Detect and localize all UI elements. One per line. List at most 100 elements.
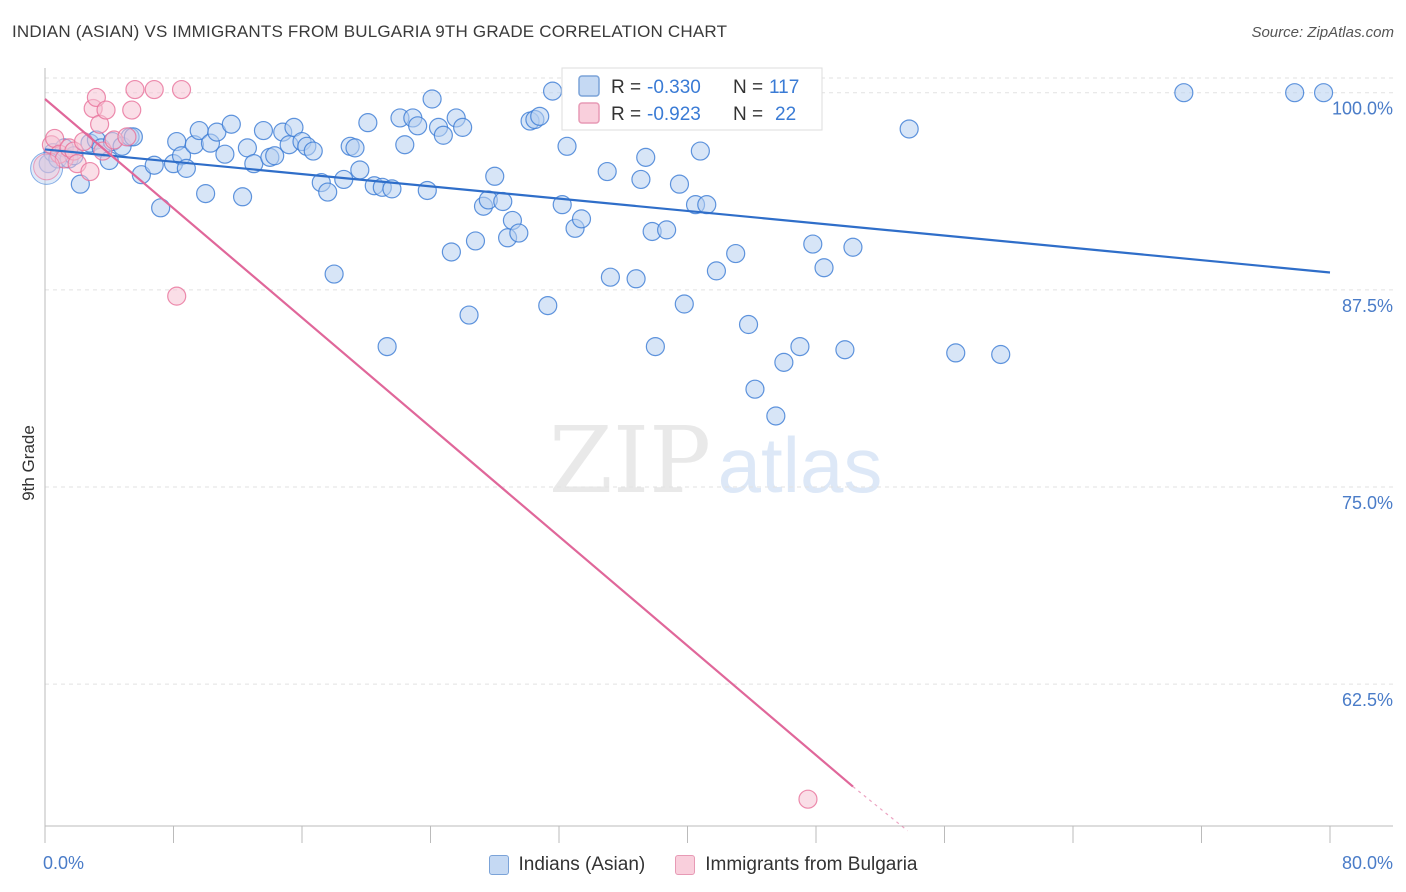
legend-item-bulgaria-swatch: [675, 855, 696, 875]
indians-point: [835, 340, 855, 360]
bulgaria-point: [144, 79, 164, 100]
indians-point: [803, 234, 823, 254]
indians-point: [706, 261, 727, 281]
indians-point: [459, 305, 479, 325]
bulgaria-point: [171, 79, 192, 100]
y-axis-label: 9th Grade: [19, 425, 38, 501]
legend-box: R = -0.330 N = 117 R = -0.923 N = 22: [561, 67, 823, 131]
source-label: Source: ZipAtlas.com: [1251, 24, 1394, 41]
bulgaria-trend-line: [44, 98, 854, 788]
legend-r-label-2: R =: [611, 104, 641, 125]
series-immigrants-bulgaria: [33, 79, 818, 809]
indians-point: [557, 136, 577, 156]
legend-item-bulgaria: Immigrants from Bulgaria: [675, 854, 917, 876]
indians-point: [382, 179, 402, 199]
indians-point: [441, 242, 461, 262]
indians-point: [726, 243, 746, 264]
indians-point: [215, 144, 235, 164]
indians-point: [843, 237, 863, 257]
watermark: ZIP atlas: [549, 407, 882, 514]
legend-item-indians-label: Indians (Asian): [518, 854, 646, 875]
indians-point: [697, 195, 717, 215]
legend-item-bulgaria-label: Immigrants from Bulgaria: [705, 854, 918, 875]
indians-point: [814, 258, 834, 278]
indians-point: [324, 264, 344, 284]
indians-point: [493, 191, 513, 212]
bulgaria-point: [86, 87, 107, 108]
indians-point: [774, 352, 794, 372]
indians-point: [991, 344, 1011, 365]
indians-point: [530, 106, 550, 126]
legend-r-value-1: -0.330: [647, 77, 701, 98]
indians-point: [265, 146, 285, 166]
indians-point: [657, 220, 677, 240]
indians-point: [453, 117, 473, 137]
bulgaria-point: [117, 127, 137, 147]
legend-r-value-2: -0.923: [647, 104, 701, 125]
indians-point: [745, 379, 765, 399]
legend-n-label-2: N =: [733, 104, 763, 125]
series-indians-asian: [30, 81, 1334, 426]
indians-point: [408, 116, 428, 136]
indians-point: [631, 169, 651, 190]
indians-point: [766, 406, 786, 426]
indians-point: [422, 89, 442, 109]
indians-point: [221, 114, 241, 134]
indians-point: [303, 141, 323, 161]
indians-point: [542, 81, 563, 101]
indians-point: [538, 295, 558, 316]
indians-point: [377, 336, 397, 357]
indians-point: [790, 336, 810, 357]
bulgaria-point: [73, 131, 94, 152]
indians-point: [1285, 83, 1305, 103]
indians-point: [669, 174, 690, 194]
chart-title: INDIAN (ASIAN) VS IMMIGRANTS FROM BULGAR…: [12, 22, 728, 41]
indians-point: [1313, 83, 1334, 103]
indians-point: [626, 269, 646, 289]
indians-point: [358, 113, 378, 133]
indians-point: [509, 223, 529, 243]
bulgaria-trend-extension: [852, 786, 908, 832]
bulgaria-point: [96, 100, 116, 120]
indians-point: [395, 135, 415, 155]
indians-point: [196, 184, 216, 204]
indians-point: [899, 119, 919, 139]
indians-point: [70, 174, 90, 194]
y-tick-label: 62.5%: [1342, 690, 1393, 710]
indians-point: [318, 182, 338, 202]
y-tick-labels: 62.5% 75.0% 87.5% 100.0%: [1332, 99, 1393, 710]
indians-point: [738, 314, 759, 335]
indians-point: [674, 294, 694, 314]
watermark-atlas: atlas: [718, 421, 883, 509]
indians-point: [350, 160, 370, 180]
legend-swatch-pink: [578, 102, 600, 124]
trend-lines: [44, 98, 1331, 832]
y-tick-label: 75.0%: [1342, 493, 1393, 513]
indians-point: [645, 336, 665, 357]
indians-point: [636, 147, 656, 167]
legend-box-frame: [561, 67, 823, 131]
indians-point: [600, 267, 621, 287]
indians-point: [485, 166, 505, 186]
axes: [44, 68, 1393, 843]
legend-swatch-blue: [578, 75, 600, 97]
bulgaria-point-cluster: [33, 153, 61, 181]
indians-point: [690, 141, 710, 161]
indians-point: [946, 343, 966, 363]
legend-item-indians: Indians (Asian): [488, 854, 646, 876]
bulgaria-point: [167, 286, 187, 306]
legend-r-label-1: R =: [611, 77, 641, 98]
bulgaria-point: [798, 789, 818, 809]
bottom-legend: Indians (Asian) Immigrants from Bulgaria: [0, 852, 1406, 878]
watermark-zip: ZIP: [549, 407, 711, 514]
bulgaria-point: [80, 161, 100, 182]
x-tick-label: 0.0%: [43, 853, 84, 873]
y-tick-label: 100.0%: [1332, 99, 1393, 119]
x-tick-label: 80.0%: [1342, 853, 1393, 873]
legend-n-value-1: 117: [769, 77, 799, 98]
legend-n-label-1: N =: [733, 77, 763, 98]
indians-point: [465, 231, 486, 251]
indians-point: [417, 180, 437, 201]
indians-point: [433, 125, 453, 145]
